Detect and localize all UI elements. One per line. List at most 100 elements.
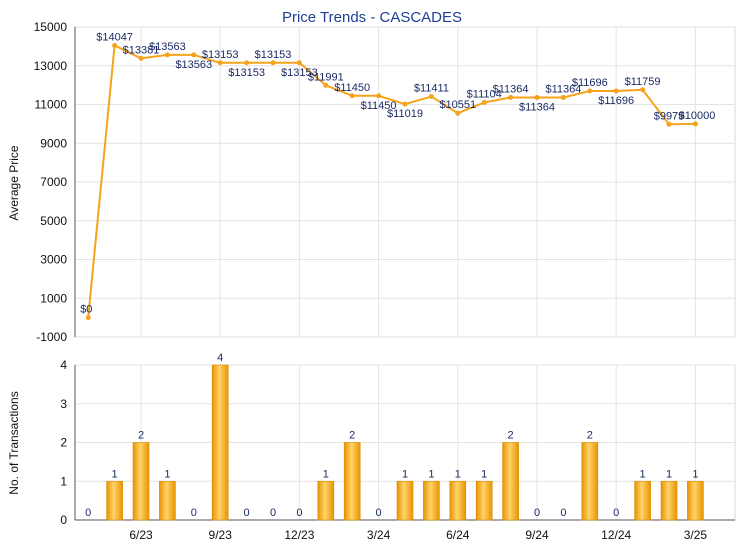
- x-tick-label: 12/24: [601, 528, 631, 542]
- price-chart-grid: [74, 26, 736, 338]
- transaction-bar-label: 1: [640, 468, 646, 480]
- price-y-tick-label: -1000: [36, 330, 67, 344]
- transaction-bar: [634, 480, 651, 521]
- transaction-bar-label: 0: [534, 507, 540, 519]
- transaction-bar-label: 1: [402, 468, 408, 480]
- price-point-label: $13153: [255, 49, 292, 61]
- price-point: [560, 94, 566, 100]
- price-y-tick-label: 1000: [40, 291, 67, 305]
- transaction-bar: [343, 442, 361, 521]
- x-tick-label: 6/24: [446, 528, 470, 542]
- transaction-bar-label: 1: [692, 468, 698, 480]
- price-point-label: $13381: [123, 44, 160, 56]
- price-point-label: $11019: [387, 108, 423, 120]
- price-point-label: $11411: [414, 83, 449, 95]
- transaction-bar: [687, 480, 704, 521]
- price-y-ticks: -1000 1000 3000 5000 7000 9000 11000 13000 15000: [34, 20, 68, 344]
- price-point: [217, 60, 223, 66]
- transaction-bar-label: 1: [164, 468, 170, 480]
- transaction-bar-label: 1: [481, 468, 487, 480]
- transaction-bars: [106, 364, 704, 521]
- price-point-label: $11364: [493, 83, 529, 95]
- transaction-bar-label: 1: [323, 468, 329, 480]
- x-tick-label: 3/24: [367, 528, 391, 542]
- price-point-label: $11991: [308, 71, 344, 83]
- price-point-label: $11364: [545, 83, 581, 95]
- transaction-bar-label: 2: [138, 430, 144, 442]
- transaction-bar-label: 0: [244, 507, 250, 519]
- price-point-label: $0: [80, 304, 92, 316]
- transaction-bar-label: 0: [85, 507, 91, 519]
- price-point: [455, 110, 461, 116]
- transactions-y-tick-label: 2: [60, 436, 67, 450]
- transaction-bar: [106, 480, 123, 521]
- price-point: [323, 82, 329, 88]
- transaction-bar-label: 1: [112, 468, 118, 480]
- price-point: [692, 121, 698, 127]
- price-point-label: $11364: [519, 101, 555, 113]
- price-point: [376, 93, 382, 99]
- price-point-label: $11696: [598, 95, 634, 107]
- transaction-bar: [159, 480, 176, 521]
- x-tick-labels: 6/23 9/23 12/23 3/24 6/24 9/24 12/24 3/25: [129, 528, 707, 542]
- price-point-label: $13153: [202, 49, 239, 61]
- transaction-bar: [211, 364, 229, 521]
- price-y-tick-label: 5000: [40, 214, 67, 228]
- price-point-label: $13563: [175, 59, 212, 71]
- price-point-label: $11104: [467, 88, 502, 100]
- price-y-tick-label: 11000: [35, 98, 68, 112]
- transaction-bar-label: 2: [587, 430, 593, 442]
- transactions-y-tick-label: 3: [60, 397, 67, 411]
- x-tick-label: 6/23: [129, 528, 153, 542]
- transaction-bar: [132, 442, 150, 521]
- price-chart-title: Price Trends - CASCADES: [282, 9, 462, 26]
- price-point: [613, 88, 619, 94]
- transaction-bar-label: 0: [296, 507, 302, 519]
- transaction-bar-label: 1: [455, 468, 461, 480]
- price-point: [270, 60, 276, 66]
- price-y-tick-label: 3000: [40, 253, 67, 267]
- x-tick-label: 3/25: [684, 528, 708, 542]
- price-point: [640, 87, 646, 93]
- price-point: [164, 52, 170, 58]
- price-point: [666, 121, 672, 127]
- transactions-y-tick-label: 4: [60, 358, 67, 372]
- price-points: [85, 42, 698, 321]
- transaction-bar-label: 0: [191, 507, 197, 519]
- price-point-label: $14047: [96, 31, 133, 43]
- price-point: [402, 101, 408, 107]
- transaction-bar-label: 2: [508, 430, 514, 442]
- transaction-bar: [423, 480, 440, 521]
- price-point-label: $11450: [334, 82, 370, 94]
- transaction-bar: [475, 480, 493, 521]
- price-point: [534, 94, 540, 100]
- price-point: [138, 55, 144, 61]
- transaction-bar: [317, 480, 335, 521]
- price-point: [481, 99, 487, 105]
- price-y-tick-label: 13000: [34, 59, 68, 73]
- transactions-y-tick-label: 1: [60, 474, 67, 488]
- price-point-label: $10000: [679, 110, 716, 122]
- transaction-bar: [502, 442, 519, 521]
- transaction-bar-label: 2: [349, 430, 355, 442]
- price-point: [508, 94, 514, 100]
- transaction-bar-label: 0: [376, 507, 382, 519]
- price-line: [87, 43, 696, 318]
- price-point-label: $9979: [654, 110, 685, 122]
- price-point-label: $10551: [439, 99, 476, 111]
- price-y-tick-label: 7000: [40, 175, 67, 189]
- price-point: [587, 88, 593, 94]
- transaction-bar-label: 0: [560, 507, 566, 519]
- transaction-bar: [396, 480, 414, 521]
- price-point: [112, 42, 118, 48]
- transaction-bar-label: 4: [217, 352, 223, 364]
- transaction-bar-label: 1: [666, 468, 672, 480]
- transactions-axis-label: No. of Transactions: [7, 391, 21, 494]
- price-y-tick-label: 15000: [34, 20, 68, 34]
- price-point: [85, 315, 91, 321]
- price-point-label: $13153: [281, 67, 318, 79]
- transaction-bar: [581, 442, 599, 521]
- transactions-y-tick-label: 0: [60, 513, 67, 527]
- x-tick-label: 12/23: [284, 528, 314, 542]
- transaction-bar-label: 0: [270, 507, 276, 519]
